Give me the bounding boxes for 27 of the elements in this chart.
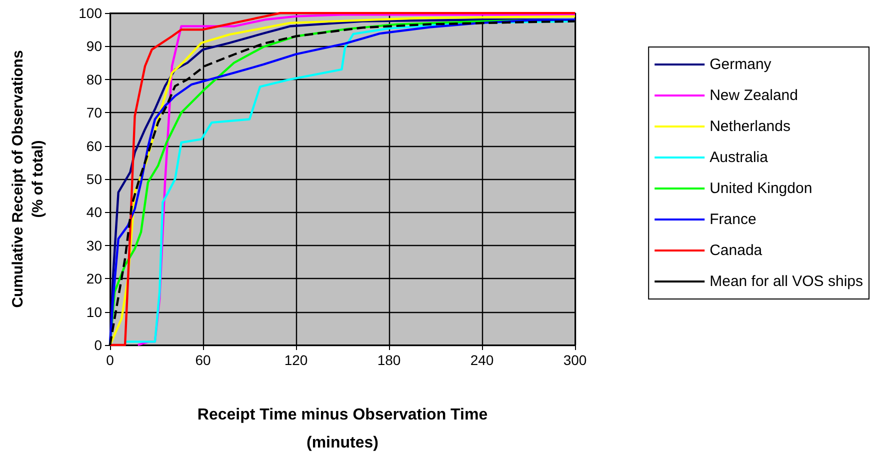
legend-label: United Kingdon (710, 180, 812, 197)
y-tick-label: 10 (86, 304, 102, 320)
y-tick-label: 50 (86, 171, 102, 187)
y-tick-label: 100 (78, 5, 102, 21)
x-axis-title: Receipt Time minus Observation Time (minutes) (197, 406, 488, 452)
x-tick-label: 60 (195, 352, 211, 368)
legend-label: Canada (710, 242, 763, 259)
x-tick-label: 240 (470, 352, 494, 368)
x-tick-label: 0 (106, 352, 114, 368)
x-tick-label: 120 (284, 352, 308, 368)
y-tick-label: 90 (86, 38, 102, 54)
y-tick-label: 0 (94, 337, 102, 353)
legend-label: Australia (710, 149, 769, 166)
y-axis-title: Cumulative Receipt of Observations (% of total) (10, 50, 46, 308)
legend-label: Germany (710, 56, 772, 73)
x-tick-label: 180 (377, 352, 401, 368)
y-tick-label: 80 (86, 71, 102, 88)
y-tick-label: 70 (86, 104, 102, 121)
y-tick-label: 60 (86, 138, 102, 154)
y-tick-label: 20 (86, 270, 102, 287)
legend-label: Mean for all VOS ships (710, 273, 864, 290)
legend-label: France (710, 211, 756, 228)
y-tick-label: 40 (86, 204, 102, 220)
x-tick-label: 300 (563, 352, 587, 368)
legend-label: Netherlands (710, 118, 790, 135)
legend-label: New Zealand (710, 87, 798, 104)
y-tick-label: 30 (86, 237, 102, 254)
